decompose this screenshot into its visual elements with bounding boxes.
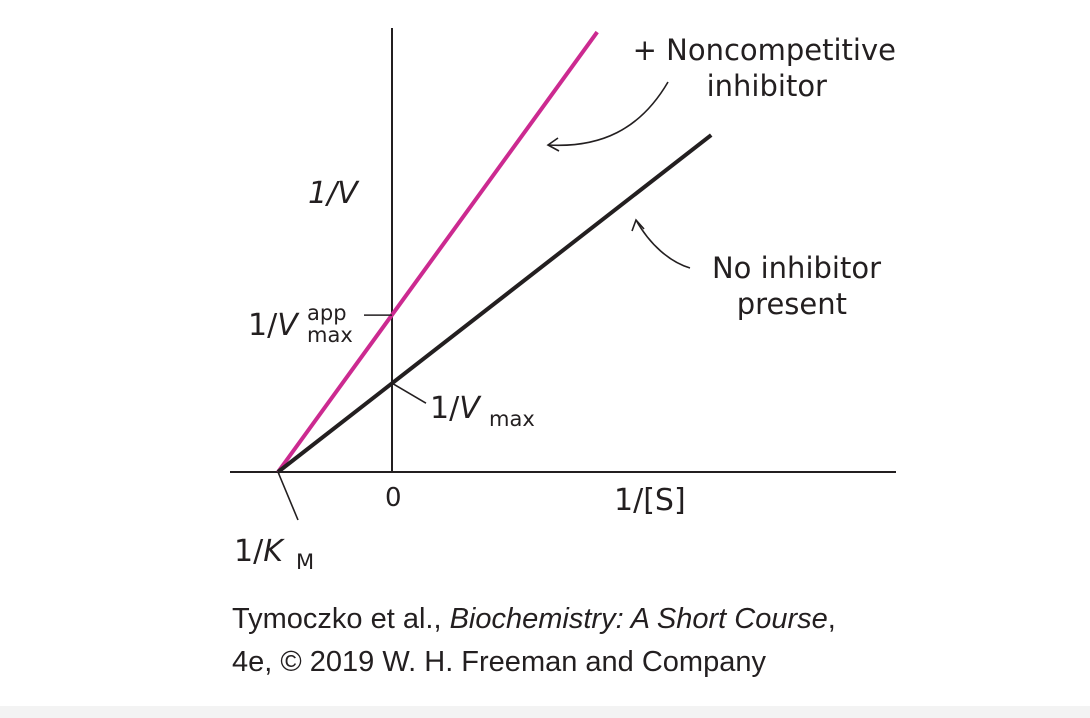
- credit-comma: ,: [827, 603, 836, 635]
- inhibitor-arrowhead: [546, 137, 560, 152]
- inhibitor-annotation-line2: inhibitor: [707, 69, 827, 103]
- vmax-label: 1/V: [430, 391, 482, 426]
- km-label: 1/K: [234, 534, 285, 569]
- y-axis-label: 1/V: [308, 176, 360, 211]
- inhibitor-arrow: [547, 81, 669, 147]
- no-inhibitor-arrowhead: [631, 218, 645, 232]
- credit-line-2: 4e, © 2019 W. H. Freeman and Company: [232, 646, 766, 678]
- vmax-app-label: 1/V: [248, 308, 300, 343]
- vmax-app-subscript: max: [307, 323, 353, 347]
- x-origin-label: 0: [385, 483, 402, 513]
- credit-line-1: Tymoczko et al., Biochemistry: A Short C…: [232, 598, 836, 641]
- vmax-app-superscript: app: [307, 301, 347, 325]
- vmax-leader-line: [391, 382, 427, 404]
- lineweaver-burk-plot: 1/V 1/[S] 0 1/V app max 1/V max 1/K M + …: [230, 28, 896, 574]
- credit-authors: Tymoczko et al.,: [232, 603, 450, 635]
- x-axis-label: 1/[S]: [614, 483, 686, 518]
- credit-book-title: Biochemistry: A Short Course: [449, 603, 828, 635]
- km-leader-line: [277, 471, 299, 521]
- no-inhibitor-arrow: [635, 219, 691, 269]
- vmax-subscript: max: [489, 407, 535, 431]
- no-inhibitor-annotation-line1: No inhibitor: [712, 251, 881, 285]
- bottom-bar: [0, 706, 1090, 718]
- inhibitor-annotation-line1: + Noncompetitive: [633, 33, 896, 67]
- no-inhibitor-annotation-line2: present: [737, 287, 847, 321]
- km-subscript: M: [296, 550, 314, 574]
- noncompetitive-inhibitor-line: [276, 30, 599, 474]
- figure-credit: Tymoczko et al., Biochemistry: A Short C…: [232, 598, 836, 684]
- no-inhibitor-line: [276, 133, 713, 474]
